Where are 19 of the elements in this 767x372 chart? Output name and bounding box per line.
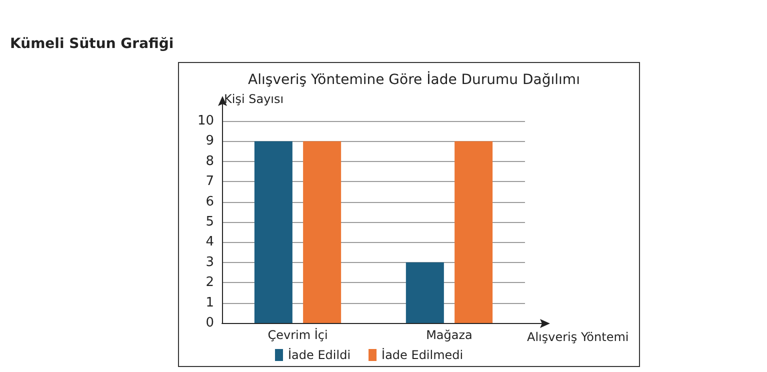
y-tick-label: 3 (206, 254, 214, 270)
y-tick-label: 0 (206, 316, 214, 330)
y-tick-label: 6 (206, 194, 214, 210)
y-tick-label: 4 (206, 234, 214, 250)
text: Kümeli Sütun Grafiği (10, 36, 174, 52)
y-tick-label: 8 (206, 154, 214, 169)
y-axis-title: Kişi Sayısı (224, 92, 284, 106)
y-tick-label: 9 (206, 134, 214, 149)
y-tick-label: 5 (206, 214, 214, 230)
y-tick-label: 10 (197, 114, 214, 128)
legend-label: İade Edildi (288, 348, 351, 362)
y-tick-label: 7 (206, 174, 214, 190)
y-tick-label: 1 (206, 295, 214, 310)
x-tick-label: Mağaza (426, 328, 472, 342)
y-tick-label: 2 (206, 275, 214, 290)
x-tick-label: Çevrim İçi (268, 328, 328, 342)
chart-title: Alışveriş Yöntemine Göre İade Durumu Dağılımı (248, 71, 580, 88)
legend-label: İade Edilmedi (382, 348, 464, 362)
x-axis-title: Alışveriş Yöntemi (527, 330, 629, 344)
